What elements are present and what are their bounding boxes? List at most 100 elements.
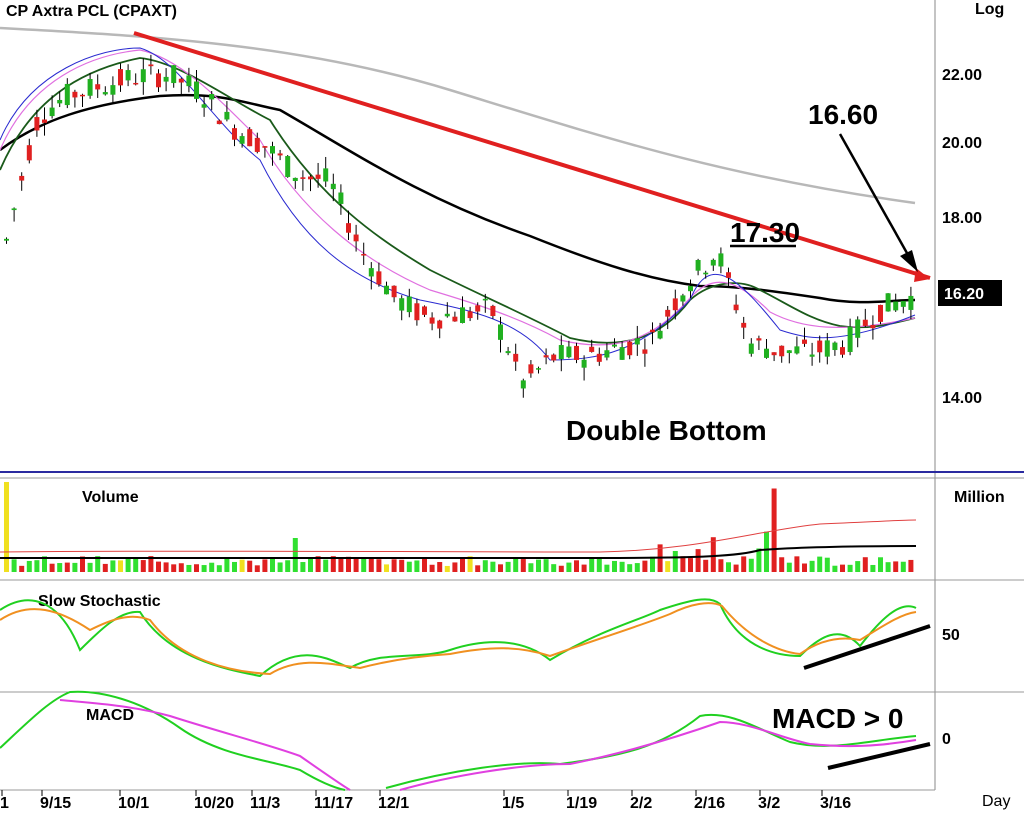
volume-bar — [34, 560, 40, 572]
candle-body — [574, 345, 579, 360]
candle-body — [566, 346, 572, 358]
volume-bar — [680, 556, 686, 572]
candle-body — [262, 146, 268, 148]
volume-bar — [627, 564, 633, 572]
current-price-label: 16.20 — [944, 286, 984, 303]
candle-body — [201, 104, 207, 108]
volume-bar — [908, 559, 914, 572]
volume-bar — [802, 563, 807, 572]
tick-22: 22.00 — [942, 67, 982, 84]
volume-bar — [277, 562, 283, 572]
candle-body — [194, 81, 199, 99]
candle-body — [353, 234, 359, 242]
volume-bar — [855, 561, 861, 572]
volume-bar — [171, 564, 177, 572]
candle-body — [148, 64, 154, 67]
candle-body — [247, 129, 253, 147]
volume-bars — [4, 482, 914, 572]
candle-body — [422, 306, 427, 315]
volume-bar — [323, 559, 329, 572]
macd-signal-right — [399, 720, 917, 791]
macd-line-left — [0, 690, 346, 791]
volume-bar — [604, 564, 610, 572]
candle-body — [543, 355, 549, 358]
volume-bar — [368, 557, 374, 572]
volume-bar — [847, 564, 853, 572]
tick-14: 14.00 — [942, 390, 982, 407]
volume-bar — [832, 565, 838, 572]
volume-bar — [422, 558, 427, 572]
candle-body — [292, 177, 298, 182]
macd-trendline — [827, 742, 931, 770]
candle-body — [19, 175, 25, 181]
volume-bar — [125, 558, 131, 572]
candle-body — [239, 136, 245, 144]
volume-bar — [566, 562, 572, 572]
volume-bar — [513, 558, 519, 572]
volume-bar — [862, 557, 868, 572]
candle-body — [186, 75, 192, 87]
candle-body — [64, 83, 70, 106]
volume-bar — [893, 561, 899, 572]
volume-bar — [748, 558, 754, 572]
volume-bar — [232, 561, 237, 572]
candle-body — [756, 338, 762, 341]
candle-body — [802, 339, 807, 344]
stochastic-trendline — [803, 624, 931, 670]
candle-body — [156, 73, 161, 88]
volume-bar — [558, 565, 564, 572]
volume-bar — [178, 563, 184, 572]
volume-bar — [42, 556, 47, 572]
volume-bar — [285, 560, 291, 572]
candle-body — [764, 348, 769, 358]
volume-bar — [840, 564, 845, 572]
price-ticks: 22.00 20.00 18.00 14.00 — [942, 67, 982, 407]
candle-body — [832, 342, 838, 351]
candle-body — [308, 176, 313, 180]
volume-bar — [710, 537, 716, 572]
volume-bar — [589, 558, 595, 572]
volume-ma-short — [0, 545, 917, 560]
date-tick-label: 11/3 — [250, 795, 280, 812]
candle-body — [505, 351, 511, 354]
volume-bar — [460, 557, 465, 572]
candle-body — [726, 272, 731, 278]
date-tick-label: 2/16 — [694, 795, 725, 812]
candle-body — [612, 344, 617, 347]
volume-bar — [528, 563, 534, 572]
candle-body — [528, 364, 534, 374]
volume-bar — [612, 560, 617, 572]
candle-body — [72, 91, 78, 98]
candle-body — [893, 301, 899, 311]
candle-body — [627, 341, 633, 356]
volume-bar — [809, 560, 815, 572]
candle-body — [300, 177, 306, 179]
date-tick-label: 9/15 — [40, 795, 71, 812]
candle-body — [634, 338, 640, 345]
volume-bar — [140, 560, 146, 572]
candle-body — [862, 319, 868, 326]
candle-body — [437, 320, 443, 329]
candle-body — [460, 307, 465, 324]
volume-bar — [900, 561, 906, 572]
volume-bar — [414, 560, 420, 572]
candle-body — [482, 298, 488, 301]
volume-bar — [878, 557, 883, 572]
volume-bar — [118, 560, 123, 572]
candle-body — [178, 78, 184, 83]
candle-body — [695, 259, 701, 271]
volume-bar — [384, 564, 389, 572]
annotation-macd-gt-0: MACD > 0 — [772, 703, 903, 734]
volume-bar — [300, 562, 306, 572]
volume-bar — [642, 560, 648, 572]
volume-bar — [505, 561, 511, 572]
annotation-arrow-shaft — [838, 133, 914, 263]
macd-label: MACD — [86, 707, 134, 724]
candle-body — [870, 324, 876, 329]
volume-bar — [885, 562, 891, 572]
candle-body — [604, 350, 610, 358]
candle-body — [406, 296, 412, 313]
date-tick-label: 3/16 — [820, 795, 851, 812]
volume-bar — [482, 560, 488, 572]
volume-bar — [11, 559, 17, 572]
